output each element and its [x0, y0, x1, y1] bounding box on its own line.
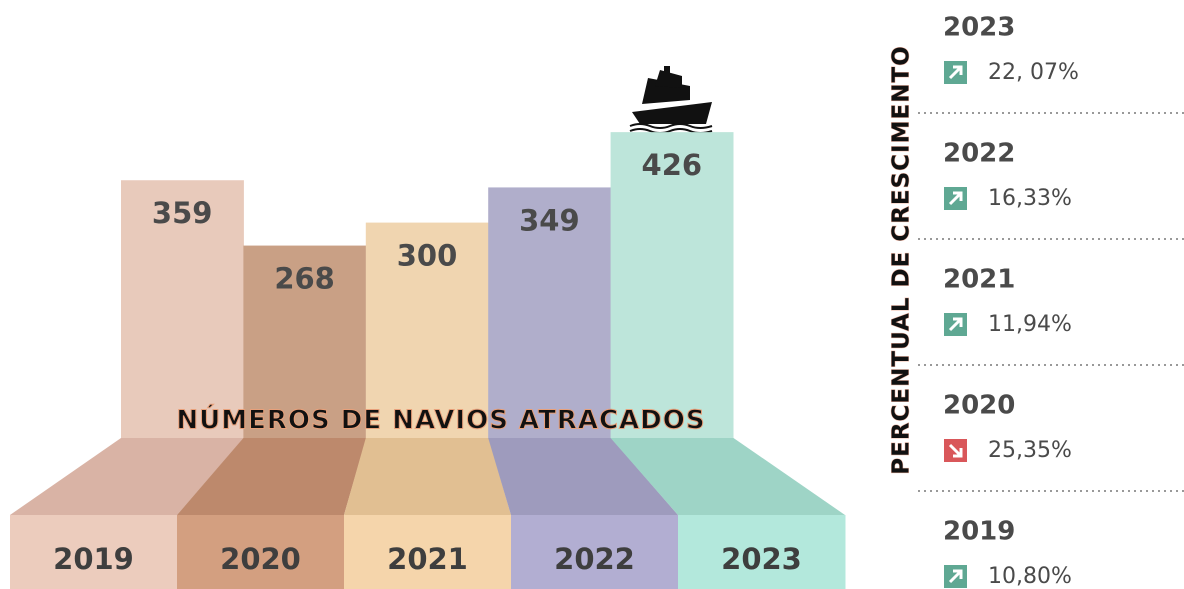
value-label: 349 — [519, 203, 580, 237]
growth-year: 2023 — [943, 13, 1015, 43]
value-label: 300 — [397, 239, 458, 273]
growth-value: 16,33% — [988, 186, 1072, 211]
growth-value: 10,80% — [988, 564, 1072, 589]
ship-icon — [630, 66, 712, 133]
growth-year: 2020 — [943, 391, 1015, 421]
x-tick-label: 2022 — [554, 542, 635, 576]
growth-year: 2021 — [943, 265, 1015, 295]
value-label: 268 — [274, 262, 335, 296]
growth-year: 2019 — [943, 517, 1015, 547]
growth-title: PERCENTUAL DE CRESCIMENTO — [889, 45, 915, 474]
x-tick-label: 2021 — [387, 542, 468, 576]
infographic: PERCENTUAL DE CRESCIMENTO 2019 359 2020 268… — [0, 0, 1184, 589]
growth-value: 22, 07% — [988, 60, 1079, 85]
chart-title: NÚMEROS DE NAVIOS ATRACADOS — [176, 404, 705, 436]
value-label: 359 — [152, 196, 213, 230]
growth-value: 25,35% — [988, 438, 1072, 463]
bar-floor — [344, 438, 511, 515]
growth-value: 11,94% — [988, 312, 1072, 337]
growth-year: 2022 — [943, 139, 1015, 169]
x-tick-label: 2019 — [53, 542, 134, 576]
x-tick-label: 2023 — [721, 542, 802, 576]
x-tick-label: 2020 — [220, 542, 301, 576]
value-label: 426 — [642, 148, 703, 182]
